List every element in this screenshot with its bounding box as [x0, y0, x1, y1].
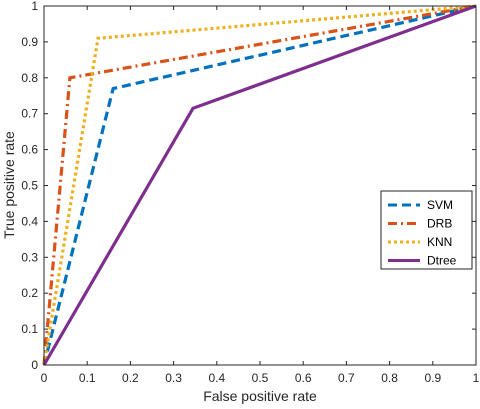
- legend: SVM DRB KNN Dtree: [380, 190, 473, 270]
- x-tick-label: 0.5: [252, 371, 269, 385]
- plot-area: [44, 6, 476, 365]
- y-tick-label: 0.9: [21, 35, 38, 49]
- ticks-layer: 0 0.1 0.2 0.3 0.4 0.5 0.6 0.7 0.8 0.9 1 0 0.1 0.2 0.3 0…: [21, 0, 479, 385]
- series-line-drb: [42, 4, 477, 366]
- x-tick-label: 1: [473, 371, 480, 385]
- legend-box: [380, 190, 473, 270]
- y-tick-label: 0: [31, 358, 38, 372]
- series-line-svm: [42, 4, 477, 366]
- x-tick-label: 0.7: [338, 371, 355, 385]
- legend-label: DRB: [427, 217, 452, 231]
- x-tick-label: 0.2: [122, 371, 139, 385]
- legend-label: SVM: [427, 198, 453, 212]
- x-tick-label: 0.1: [79, 371, 96, 385]
- y-tick-label: 0.8: [21, 71, 38, 85]
- y-tick-label: 0.6: [21, 143, 38, 157]
- x-tick-label: 0.9: [424, 371, 441, 385]
- x-tick-label: 0: [41, 371, 48, 385]
- x-tick-label: 0.3: [165, 371, 182, 385]
- y-axis-label: True positive rate: [1, 131, 17, 239]
- y-tick-label: 0.3: [21, 250, 38, 264]
- series-line-knn: [42, 4, 477, 366]
- y-tick-label: 0.2: [21, 286, 38, 300]
- y-tick-label: 0.4: [21, 214, 38, 228]
- x-axis-label: False positive rate: [203, 388, 317, 404]
- y-tick-label: 0.5: [21, 179, 38, 193]
- series-layer: [42, 4, 477, 366]
- x-tick-label: 0.6: [295, 371, 312, 385]
- y-tick-label: 1: [31, 0, 38, 13]
- x-tick-label: 0.4: [208, 371, 225, 385]
- x-tick-label: 0.8: [381, 371, 398, 385]
- y-tick-label: 0.1: [21, 322, 38, 336]
- legend-label: Dtree: [427, 254, 457, 268]
- legend-label: KNN: [427, 235, 452, 249]
- y-tick-label: 0.7: [21, 107, 38, 121]
- series-line-dtree: [42, 4, 477, 366]
